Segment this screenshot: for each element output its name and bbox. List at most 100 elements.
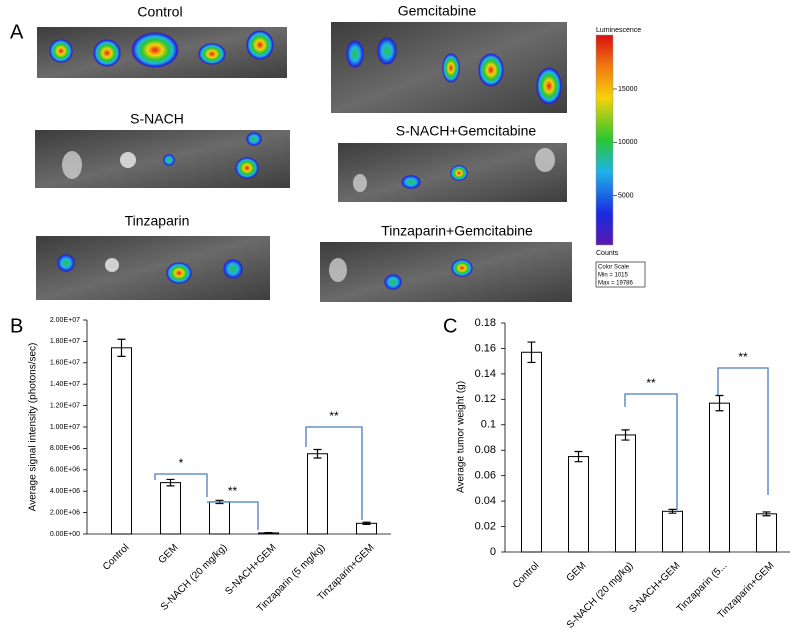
significance-label: ** xyxy=(329,409,339,423)
colorbar-tick-label: 15000 xyxy=(618,86,638,93)
x-tick-label: S-NACH+GEM xyxy=(223,542,278,597)
significance-bracket xyxy=(154,473,208,497)
bar xyxy=(756,513,777,553)
y-tick-label: 4.00E+06 xyxy=(50,488,80,495)
error-bar xyxy=(762,511,771,517)
signal xyxy=(246,30,274,60)
image-title: S-NACH+Gemcitabine xyxy=(396,123,537,139)
significance-bracket xyxy=(207,501,259,530)
y-axis-label: Average signal intensity (photons/sec) xyxy=(28,343,39,512)
tissue xyxy=(105,258,119,272)
y-tick-label: 0.04 xyxy=(475,495,496,507)
signal xyxy=(93,39,121,67)
signal xyxy=(346,40,364,68)
significance-label: ** xyxy=(738,350,748,364)
panel-label: B xyxy=(10,315,23,337)
y-tick-label: 0.18 xyxy=(475,317,496,329)
signal xyxy=(131,32,179,68)
x-tick-label: Control xyxy=(101,542,132,573)
panel-label: A xyxy=(10,21,24,43)
error-bar xyxy=(527,341,536,364)
image-title: Tinzaparin xyxy=(125,213,190,229)
colorbar-legend-text: Min = 1015 xyxy=(598,273,629,279)
significance-label: * xyxy=(179,456,184,470)
panel-a: A Control Gemcitabine S-NACH S-NACH+Gemc… xyxy=(10,3,646,302)
signal xyxy=(163,154,175,166)
y-tick-label: 1.60E+07 xyxy=(50,360,80,367)
significance-label: ** xyxy=(228,484,238,498)
error-bar xyxy=(264,532,273,534)
image-title: Control xyxy=(137,4,182,20)
bar xyxy=(209,501,230,535)
image-title: S-NACH xyxy=(130,111,184,127)
y-tick-label: 0.08 xyxy=(475,444,496,456)
y-tick-label: 0.00E+00 xyxy=(50,531,80,538)
y-tick-label: 0.02 xyxy=(475,520,496,532)
signal xyxy=(478,53,504,87)
y-tick-label: 8.00E+06 xyxy=(50,445,80,452)
bar xyxy=(307,453,328,535)
y-tick-label: 0 xyxy=(490,546,496,558)
tissue xyxy=(535,148,555,172)
colorbar-title: Luminescence xyxy=(596,27,641,34)
error-bar xyxy=(574,450,583,463)
x-tick-label: GEM xyxy=(565,560,589,584)
y-tick-label: 6.00E+06 xyxy=(50,467,80,474)
tissue xyxy=(329,258,347,282)
image-title: Gemcitabine xyxy=(398,3,477,19)
colorbar-legend xyxy=(595,261,646,288)
signal xyxy=(246,132,262,146)
signal xyxy=(166,262,192,284)
bar xyxy=(521,351,542,553)
significance-bracket xyxy=(717,367,769,495)
colorbar-tick-label: 5000 xyxy=(618,192,634,199)
error-bar xyxy=(313,448,322,459)
significance-label: ** xyxy=(646,376,656,390)
x-tick-label: GEM xyxy=(157,542,181,566)
signal xyxy=(57,254,75,272)
signal xyxy=(450,165,468,181)
signal xyxy=(223,259,243,279)
error-bar xyxy=(621,429,630,441)
bar xyxy=(615,434,636,553)
bar xyxy=(568,456,589,553)
significance-bracket xyxy=(305,426,363,520)
signal xyxy=(384,274,402,290)
panel-label: C xyxy=(443,315,457,337)
signal xyxy=(401,175,421,189)
bar xyxy=(160,482,181,535)
y-tick-label: 0.16 xyxy=(475,342,496,354)
tissue xyxy=(353,174,367,192)
bar xyxy=(111,347,132,535)
signal xyxy=(536,67,562,105)
bar xyxy=(662,510,683,553)
y-tick-label: 1.40E+07 xyxy=(50,381,80,388)
y-tick-label: 0.1 xyxy=(481,419,496,431)
bar xyxy=(709,402,730,553)
y-tick-label: 2.00E+06 xyxy=(50,509,80,516)
y-tick-label: 1.00E+07 xyxy=(50,424,80,431)
colorbar xyxy=(595,34,614,246)
colorbar-label: Counts xyxy=(596,250,619,257)
signal xyxy=(451,259,473,277)
y-tick-label: 1.80E+07 xyxy=(50,338,80,345)
colorbar-tick-label: 10000 xyxy=(618,139,638,146)
error-bar xyxy=(117,338,126,357)
signal xyxy=(49,39,73,63)
signal xyxy=(198,43,226,65)
y-tick-label: 1.20E+07 xyxy=(50,402,80,409)
y-axis-label: Average tumor weight (g) xyxy=(456,381,467,493)
y-tick-label: 2.00E+07 xyxy=(50,317,80,324)
signal xyxy=(235,157,259,179)
x-tick-label: Control xyxy=(511,560,542,591)
signal xyxy=(377,37,397,65)
image xyxy=(320,242,572,302)
significance-bracket xyxy=(624,393,678,510)
error-bar xyxy=(668,508,677,514)
colorbar-legend-text: Color Scale xyxy=(598,265,630,271)
tissue xyxy=(120,152,136,168)
y-tick-label: 0.06 xyxy=(475,470,496,482)
error-bar xyxy=(362,521,371,525)
